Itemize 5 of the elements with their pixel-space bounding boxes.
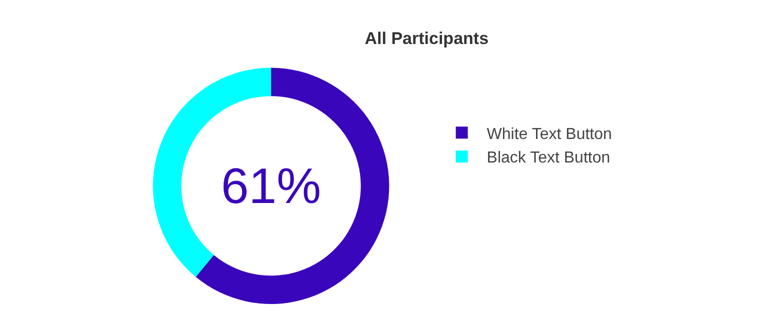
text: 61% [221,158,322,214]
legend-label: Black Text Button [486,150,610,167]
chart-title: All Participants [364,28,489,48]
donut-slice [196,68,390,304]
legend-label: White Text Button [486,126,612,143]
